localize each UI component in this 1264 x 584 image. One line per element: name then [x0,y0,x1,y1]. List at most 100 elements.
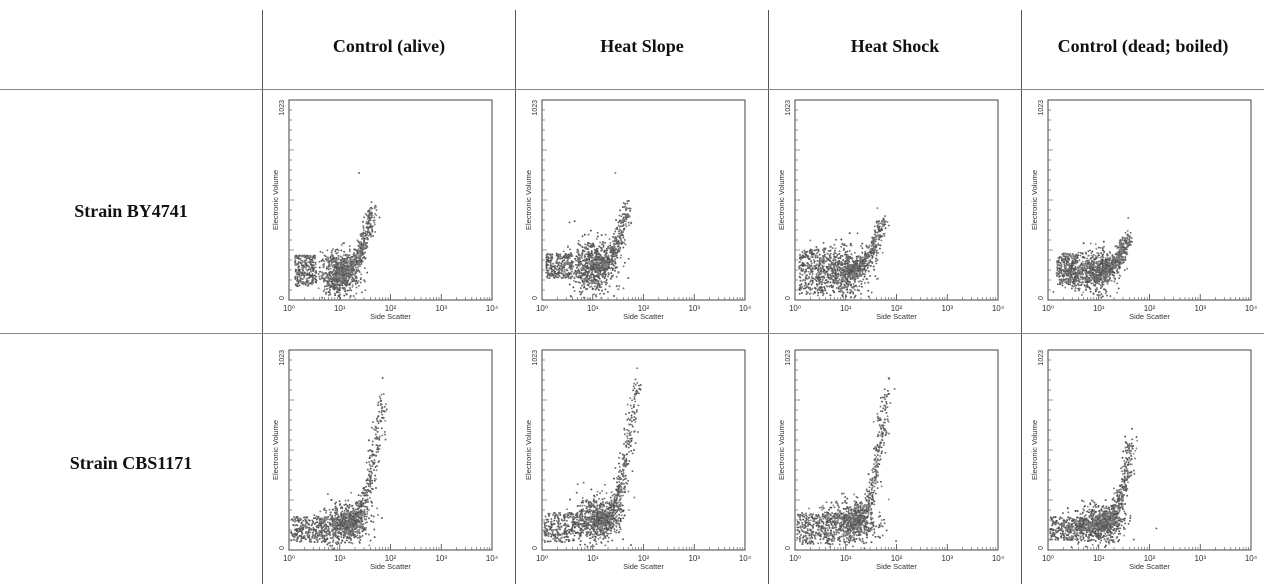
scatter-point [847,266,850,269]
scatter-point [1094,283,1097,286]
scatter-point [1101,283,1104,286]
scatter-point [313,264,315,267]
scatter-point [1056,263,1059,266]
scatter-point [345,293,348,296]
scatter-point [601,240,604,243]
scatter-point [620,239,622,241]
scatter-point [615,239,618,242]
scatter-point [864,257,867,260]
scatter-point [363,279,366,282]
scatter-point [1090,254,1093,257]
scatter-point [624,243,627,246]
scatter-point [346,263,349,266]
scatter-point [595,247,598,250]
scatter-point [570,254,573,257]
scatter-point [558,257,560,260]
scatter-point [837,263,840,266]
scatter-point [336,281,339,284]
scatter-point [625,225,628,228]
scatter-point [876,259,879,261]
scatter-point [856,263,859,265]
scatter-point [813,249,816,252]
scatter-point [872,265,875,268]
scatter-point [612,236,615,238]
scatter-point [609,277,612,280]
scatter-points [798,207,890,299]
x-tick-label: 10¹ [587,304,599,313]
scatter-point [572,265,575,268]
scatter-point [1058,259,1061,262]
scatter-point [601,266,604,269]
scatter-point [1067,261,1070,263]
scatter-point [366,271,369,274]
scatter-point [1076,261,1079,264]
scatter-point [798,288,801,291]
scatter-point [314,278,317,281]
scatter-point [345,265,348,268]
scatter-point [589,255,592,257]
scatter-point [366,225,369,228]
scatter-point [847,259,850,262]
scatter-point [604,241,607,244]
scatter-point [848,249,851,252]
scatter-point [854,262,857,265]
scatter-point [629,207,632,210]
scatter-point [1058,268,1061,271]
scatter-point [331,279,334,282]
scatter-point [302,266,305,269]
scatter-point [1078,259,1081,262]
scatter-point [1079,254,1082,257]
scatter-point [817,248,820,251]
scatter-point [1100,284,1103,287]
scatter-point [617,232,620,235]
scatter-point [583,233,586,236]
scatter-point [831,270,834,273]
scatter-point [1070,276,1073,279]
scatter-point [860,292,862,295]
scatter-point [1074,259,1077,262]
scatter-point [347,279,350,282]
scatter-point [1061,275,1064,278]
scatter-point [833,282,836,285]
x-tick-label: 10⁴ [486,304,499,313]
scatter-point [825,292,828,295]
scatter-point [591,287,594,290]
scatter-point [845,266,848,269]
scatter-point [364,289,367,292]
scatter-point [295,284,298,287]
scatter-point [296,279,299,282]
scatter-point [545,266,548,269]
scatter-point [886,220,889,223]
scatter-point [879,222,882,225]
scatter-point [601,289,603,292]
scatter-point [578,276,581,279]
scatter-point [1082,269,1085,272]
scatter-point [601,259,604,262]
scatter-point [822,276,825,279]
scatter-point [345,276,348,279]
scatter-point [371,225,374,228]
scatter-point [614,253,617,256]
scatter-point [576,266,579,269]
scatter-point [565,268,568,271]
scatter-point [1069,269,1072,272]
scatter-point [835,265,838,268]
scatter-point [627,221,630,224]
scatter-point [577,254,580,257]
scatter-point [366,241,369,244]
scatter-point [572,272,575,275]
scatter-point [802,263,805,266]
scatter-point [295,273,298,276]
scatter-point [372,234,375,237]
scatter-point [836,254,839,257]
scatter-point [583,246,586,249]
scatter-point [576,249,579,252]
scatter-point [591,273,594,276]
scatter-point [883,235,886,237]
scatter-point [597,275,600,277]
scatter-point [800,256,802,259]
scatter-point [298,284,301,287]
scatter-point [582,264,584,267]
scatter-point [819,266,822,269]
scatter-point [847,269,849,272]
